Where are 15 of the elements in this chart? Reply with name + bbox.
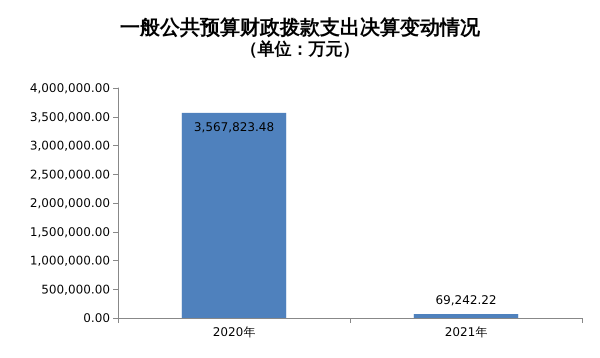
x-tick-label: 2021年	[444, 325, 488, 339]
chart-title: 一般公共预算财政拨款支出决算变动情况	[120, 15, 481, 39]
data-label: 69,242.22	[435, 293, 497, 308]
chart-subtitle: （单位：万元）	[240, 40, 360, 60]
y-tick-label: 0.00	[83, 311, 110, 325]
x-tick-label: 2020年	[212, 325, 256, 339]
y-tick-label: 4,000,000.00	[30, 81, 110, 95]
y-tick-label: 3,500,000.00	[30, 110, 110, 124]
y-tick-label: 2,500,000.00	[30, 167, 110, 182]
y-tick-label: 1,500,000.00	[30, 224, 110, 239]
y-tick-label: 2,000,000.00	[30, 196, 110, 210]
y-tick-label: 1,000,000.00	[30, 254, 110, 268]
y-tick-label: 500,000.00	[41, 282, 110, 296]
y-tick-label: 3,000,000.00	[30, 138, 110, 152]
data-label: 3,567,823.48	[194, 120, 274, 134]
